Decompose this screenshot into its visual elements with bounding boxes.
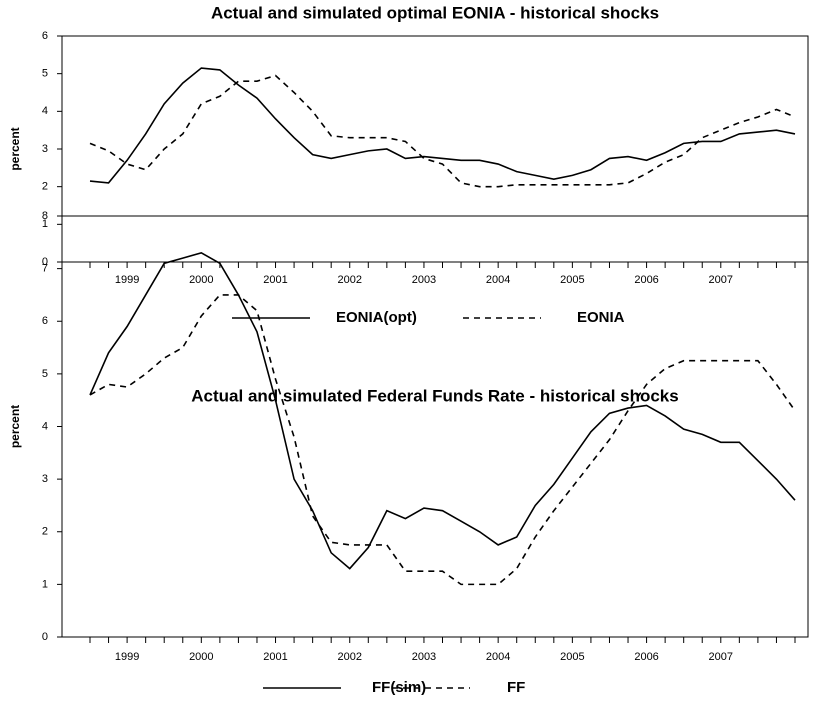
y-tick-label: 3 — [42, 473, 48, 485]
series-line — [89, 67, 796, 184]
x-tick-label: 2003 — [412, 274, 436, 286]
x-tick-label: 2000 — [189, 651, 213, 663]
y-tick-label: 2 — [42, 526, 48, 538]
y-tick-label: 8 — [42, 210, 48, 222]
y-tick-label: 4 — [42, 105, 48, 117]
chart-title: Actual and simulated Federal Funds Rate … — [191, 386, 678, 405]
x-tick-label: 2005 — [560, 274, 584, 286]
x-tick-label: 2004 — [486, 651, 510, 663]
x-tick-label: 1999 — [115, 651, 139, 663]
x-tick-label: 2004 — [486, 274, 510, 286]
legend-label: EONIA(opt) — [336, 309, 417, 326]
y-tick-label: 7 — [42, 263, 48, 275]
y-tick-label: 6 — [42, 30, 48, 42]
y-tick-label: 1 — [42, 218, 48, 230]
x-tick-label: 2006 — [634, 274, 658, 286]
x-tick-label: 2000 — [189, 274, 213, 286]
y-axis-label: percent — [8, 405, 22, 448]
y-tick-label: 0 — [42, 256, 48, 268]
series-line — [89, 251, 796, 570]
y-tick-label: 5 — [42, 68, 48, 80]
y-tick-label: 3 — [42, 143, 48, 155]
y-tick-label: 2 — [42, 181, 48, 193]
plot-frame — [61, 35, 809, 263]
y-tick-label: 4 — [42, 420, 48, 432]
x-tick-label: 2007 — [709, 274, 733, 286]
x-tick-label: 2001 — [263, 651, 287, 663]
x-tick-label: 2002 — [337, 274, 361, 286]
y-axis-label: percent — [8, 127, 22, 170]
y-tick-label: 6 — [42, 315, 48, 327]
y-tick-label: 5 — [42, 368, 48, 380]
y-tick-label: 0 — [42, 631, 48, 643]
chart-title: Actual and simulated optimal EONIA - his… — [211, 3, 659, 22]
x-tick-label: 2003 — [412, 651, 436, 663]
x-tick-label: 2001 — [263, 274, 287, 286]
legend-label: FF(sim) — [372, 679, 426, 696]
x-tick-label: 2007 — [709, 651, 733, 663]
x-tick-label: 1999 — [115, 274, 139, 286]
legend-label: FF — [507, 679, 525, 696]
y-tick-label: 1 — [42, 578, 48, 590]
series-line — [89, 294, 796, 586]
x-tick-label: 2002 — [337, 651, 361, 663]
legend-label: EONIA — [577, 309, 625, 326]
series-line — [89, 74, 796, 188]
x-tick-label: 2006 — [634, 651, 658, 663]
x-tick-label: 2005 — [560, 651, 584, 663]
